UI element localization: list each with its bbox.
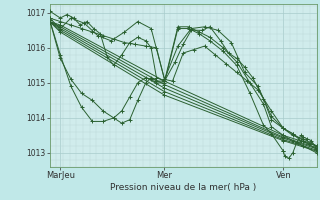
X-axis label: Pression niveau de la mer( hPa ): Pression niveau de la mer( hPa ) — [110, 183, 256, 192]
